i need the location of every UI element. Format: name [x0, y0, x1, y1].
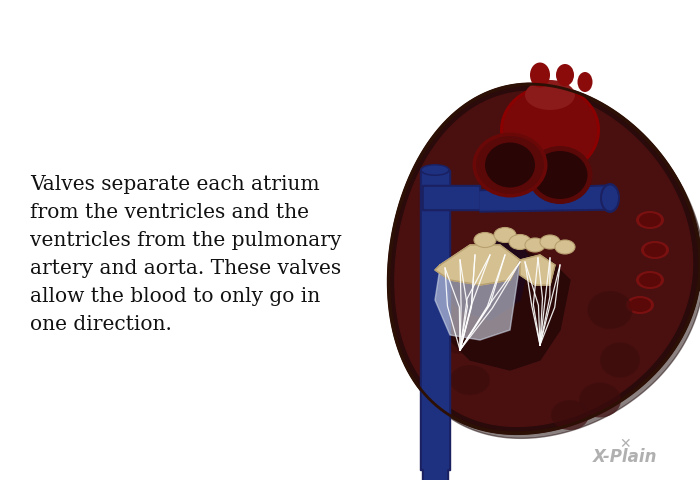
Ellipse shape	[494, 228, 516, 242]
Polygon shape	[480, 185, 610, 212]
Ellipse shape	[579, 383, 621, 418]
Polygon shape	[395, 91, 692, 426]
Polygon shape	[424, 187, 478, 208]
Ellipse shape	[485, 143, 535, 188]
Polygon shape	[422, 172, 448, 468]
Polygon shape	[435, 248, 520, 340]
Polygon shape	[393, 89, 700, 438]
Ellipse shape	[629, 298, 651, 312]
Ellipse shape	[600, 343, 640, 377]
Polygon shape	[424, 430, 446, 480]
Ellipse shape	[422, 166, 448, 175]
Text: Valves separate each atrium
from the ventricles and the
ventricles from the pulm: Valves separate each atrium from the ven…	[30, 175, 342, 334]
Polygon shape	[435, 245, 520, 285]
Ellipse shape	[476, 136, 544, 194]
Ellipse shape	[473, 132, 547, 197]
Polygon shape	[422, 430, 448, 480]
Ellipse shape	[509, 235, 531, 250]
Ellipse shape	[641, 241, 669, 259]
Polygon shape	[389, 84, 700, 433]
Ellipse shape	[503, 88, 597, 172]
Ellipse shape	[636, 211, 664, 229]
Ellipse shape	[639, 213, 661, 227]
Polygon shape	[480, 187, 608, 210]
Ellipse shape	[551, 400, 589, 430]
Ellipse shape	[540, 235, 560, 249]
Ellipse shape	[442, 326, 477, 354]
Ellipse shape	[500, 85, 600, 175]
Ellipse shape	[600, 183, 620, 213]
Ellipse shape	[556, 64, 574, 86]
Polygon shape	[422, 185, 480, 210]
Polygon shape	[430, 240, 570, 370]
Ellipse shape	[533, 151, 587, 199]
Ellipse shape	[587, 291, 633, 329]
Ellipse shape	[602, 185, 618, 211]
Ellipse shape	[639, 273, 661, 287]
Polygon shape	[520, 255, 555, 285]
Text: X-Plain: X-Plain	[593, 448, 657, 466]
Ellipse shape	[636, 271, 664, 289]
Text: ✕: ✕	[620, 437, 631, 451]
Ellipse shape	[626, 296, 654, 314]
Ellipse shape	[474, 232, 496, 248]
Ellipse shape	[644, 243, 666, 257]
Ellipse shape	[525, 238, 545, 252]
Ellipse shape	[424, 288, 456, 312]
Ellipse shape	[578, 72, 592, 92]
Ellipse shape	[525, 80, 575, 110]
Ellipse shape	[420, 164, 450, 176]
Ellipse shape	[450, 365, 490, 395]
Ellipse shape	[555, 240, 575, 254]
Polygon shape	[420, 170, 450, 470]
Ellipse shape	[528, 146, 592, 204]
Polygon shape	[440, 230, 530, 320]
Ellipse shape	[530, 62, 550, 87]
